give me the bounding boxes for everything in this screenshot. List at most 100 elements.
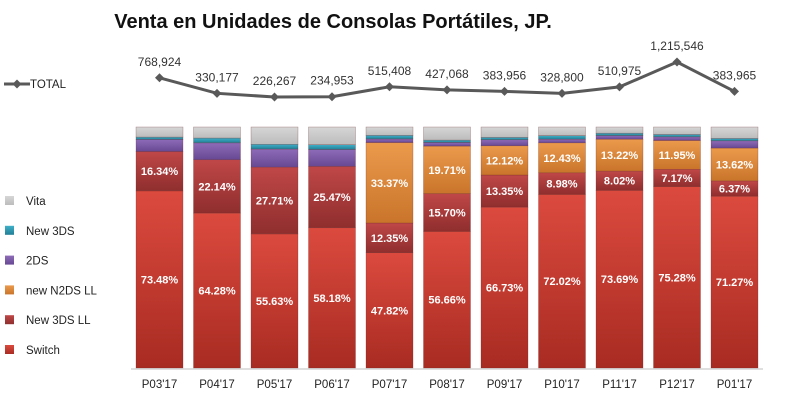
data-label-switch-p09-17: 66.73% — [486, 283, 524, 295]
bar-new-3ds-p03-17 — [135, 136, 184, 140]
data-label-new-n2ds-ll-p01-17: 13.62% — [716, 159, 754, 171]
x-tick-label-p10-17: P10'17 — [544, 379, 579, 391]
bar-2ds-p11-17 — [595, 135, 644, 140]
legend-swatch-vita — [5, 196, 14, 205]
data-label-new-n2ds-ll-p10-17: 12.43% — [543, 153, 581, 165]
total-point-p05-17 — [270, 92, 279, 102]
bar-new-3ds-p08-17 — [423, 139, 471, 143]
total-data-label-p09-17: 383,956 — [483, 68, 527, 82]
bar-new-3ds-p05-17 — [250, 144, 299, 150]
data-label-new-3ds-ll-p11-17: 8.02% — [604, 176, 635, 188]
total-data-label-p01-17: 383,965 — [713, 68, 757, 82]
bar-new-3ds-p04-17 — [193, 137, 241, 144]
x-tick-label-p05-17: P05'17 — [257, 379, 292, 391]
x-tick-label-p04-17: P04'17 — [199, 379, 234, 391]
data-label-new-n2ds-ll-p09-17: 12.12% — [486, 155, 524, 167]
total-data-label-p07-17: 515,408 — [368, 64, 412, 78]
x-tick-label-p12-17: P12'17 — [659, 379, 694, 391]
bar-new-3ds-ll-p04-17 — [193, 159, 241, 214]
bar-vita-p09-17 — [480, 126, 529, 138]
bar-switch-p03-17 — [135, 190, 184, 369]
total-point-p03-17 — [155, 73, 164, 83]
bars-layer: 73.48% 16.34% 64.28% 22.14% 55.63% 27.71% 58.1… — [135, 126, 759, 369]
bar-switch-p09-17 — [480, 206, 529, 369]
bar-new-3ds-p10-17 — [538, 135, 586, 140]
legend-swatch-new-n2ds-ll — [5, 285, 14, 295]
x-tick-label-p07-17: P07'17 — [372, 379, 407, 391]
data-label-new-n2ds-ll-p08-17: 19.71% — [428, 165, 466, 177]
bar-vita-p04-17 — [193, 126, 241, 139]
bar-2ds-p10-17 — [538, 138, 586, 144]
data-label-new-n2ds-ll-p07-17: 33.37% — [371, 178, 409, 190]
bar-2ds-p03-17 — [135, 139, 184, 152]
bar-new-3ds-ll-p03-17 — [135, 151, 184, 192]
legend-swatch-new-3ds-ll — [5, 315, 14, 325]
total-point-p01-17 — [730, 86, 739, 96]
bar-2ds-p09-17 — [480, 139, 529, 147]
x-tick-label-p06-17: P06'17 — [314, 379, 349, 391]
legend-swatch-new-3ds — [5, 225, 14, 235]
total-point-p04-17 — [212, 88, 222, 98]
total-point-p12-17 — [672, 57, 682, 67]
chart-title: Venta en Unidades de Consolas Portátiles… — [114, 11, 552, 33]
legend-label-new-3ds: New 3DS — [26, 226, 75, 238]
bar-new-n2ds-ll-p09-17 — [480, 145, 529, 176]
total-point-p11-17 — [615, 82, 624, 92]
legend-label-vita: Vita — [26, 196, 46, 208]
bar-new-3ds-p11-17 — [595, 132, 644, 136]
legend-swatch-switch — [5, 345, 14, 354]
bar-new-n2ds-ll-p12-17 — [653, 140, 701, 170]
bar-new-3ds-p09-17 — [480, 137, 529, 141]
total-data-label-p12-17: 1,215,546 — [650, 39, 704, 53]
bar-new-3ds-p07-17 — [365, 135, 414, 140]
bar-new-3ds-ll-p06-17 — [308, 166, 356, 229]
data-label-new-n2ds-ll-p12-17: 11.95% — [659, 150, 696, 162]
data-label-new-3ds-ll-p05-17: 27.71% — [256, 196, 294, 208]
data-label-new-3ds-ll-p09-17: 13.35% — [486, 186, 524, 198]
legend-label-new-n2ds-ll: new N2DS LL — [26, 285, 98, 297]
data-label-switch-p04-17: 64.28% — [198, 286, 236, 298]
total-point-p09-17 — [500, 86, 509, 96]
data-label-new-3ds-ll-p07-17: 12.35% — [371, 233, 409, 245]
data-label-new-3ds-ll-p03-17: 16.34% — [141, 166, 179, 178]
bar-switch-p12-17 — [653, 186, 701, 369]
data-label-new-3ds-ll-p01-17: 6.37% — [719, 184, 750, 196]
data-label-switch-p10-17: 72.02% — [543, 276, 581, 288]
bar-vita-p11-17 — [595, 126, 644, 134]
data-label-switch-p11-17: 73.69% — [601, 274, 639, 286]
total-data-label-p04-17: 330,177 — [195, 70, 239, 84]
data-label-switch-p08-17: 56.66% — [428, 295, 466, 307]
total-point-p10-17 — [557, 88, 567, 98]
x-axis: P03'17 P04'17 P05'17 P06'17 P07'17 P08'17 P09'… — [131, 368, 763, 391]
total-data-label-p08-17: 427,068 — [425, 67, 469, 81]
bar-vita-p05-17 — [250, 126, 299, 145]
bar-new-3ds-ll-p05-17 — [250, 166, 299, 235]
data-label-new-3ds-ll-p06-17: 25.47% — [313, 192, 351, 204]
bar-switch-p07-17 — [365, 252, 414, 369]
bar-2ds-p07-17 — [365, 138, 414, 143]
legend-total-label: TOTAL — [30, 79, 67, 91]
bar-2ds-p04-17 — [193, 142, 241, 160]
bar-vita-p03-17 — [135, 126, 184, 138]
data-label-switch-p12-17: 75.28% — [658, 272, 696, 284]
bar-new-3ds-p12-17 — [653, 134, 701, 138]
data-label-new-3ds-ll-p04-17: 22.14% — [198, 181, 236, 193]
bar-vita-p08-17 — [423, 126, 471, 141]
x-tick-label-p08-17: P08'17 — [429, 379, 464, 391]
bar-2ds-p01-17 — [710, 140, 759, 149]
bar-new-3ds-p06-17 — [308, 144, 356, 150]
bar-new-3ds-p01-17 — [710, 138, 759, 142]
legend-label-2ds: 2DS — [26, 256, 49, 268]
data-label-switch-p06-17: 58.18% — [313, 293, 351, 305]
total-point-p07-17 — [385, 82, 394, 92]
bar-switch-p01-17 — [710, 195, 759, 369]
total-line-layer: 768,924 330,177 226,267 234,953 515,408 427,0… — [138, 39, 757, 102]
data-label-new-3ds-ll-p12-17: 7.17% — [661, 173, 692, 185]
total-data-label-p11-17: 510,975 — [598, 64, 642, 78]
bar-vita-p10-17 — [538, 126, 586, 136]
bar-switch-p11-17 — [595, 190, 644, 369]
legend-swatch-2ds — [5, 255, 14, 265]
data-label-new-3ds-ll-p08-17: 15.70% — [428, 208, 466, 220]
